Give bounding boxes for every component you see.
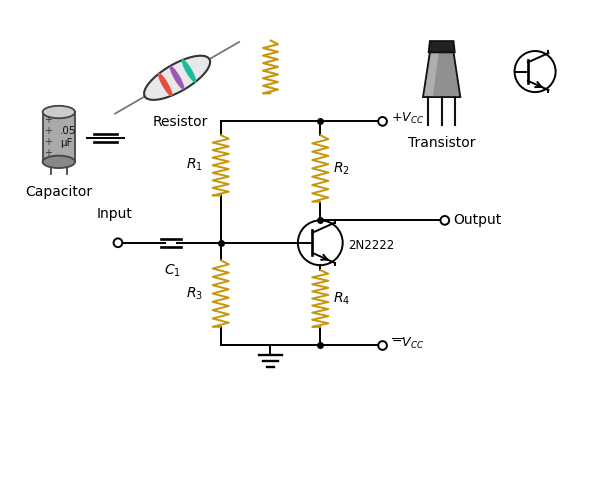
Circle shape xyxy=(378,117,387,125)
Text: $C_1$: $C_1$ xyxy=(164,263,180,279)
Polygon shape xyxy=(170,66,184,90)
Polygon shape xyxy=(423,52,460,97)
Polygon shape xyxy=(158,73,173,97)
Text: Resistor: Resistor xyxy=(152,115,208,129)
Text: 2N2222: 2N2222 xyxy=(347,240,394,252)
Text: Capacitor: Capacitor xyxy=(25,185,93,200)
Text: $R_3$: $R_3$ xyxy=(186,285,203,302)
Text: $R_2$: $R_2$ xyxy=(333,160,350,177)
Circle shape xyxy=(378,341,387,350)
Text: .05: .05 xyxy=(60,125,76,136)
Polygon shape xyxy=(424,53,439,96)
Text: Input: Input xyxy=(97,207,133,221)
Circle shape xyxy=(113,239,122,247)
Text: +: + xyxy=(44,148,51,158)
Text: $R_1$: $R_1$ xyxy=(186,157,203,173)
Text: Transistor: Transistor xyxy=(408,136,475,150)
Bar xyxy=(42,112,75,162)
Ellipse shape xyxy=(42,106,75,118)
Text: $+V_{CC}$: $+V_{CC}$ xyxy=(390,112,424,126)
Polygon shape xyxy=(429,41,455,52)
Text: +: + xyxy=(44,137,51,147)
Text: Output: Output xyxy=(453,213,501,228)
Text: μF: μF xyxy=(60,138,73,148)
Text: +: + xyxy=(44,115,51,124)
Text: $R_4$: $R_4$ xyxy=(333,290,350,307)
Ellipse shape xyxy=(42,155,75,168)
Text: $\overline{-}V_{CC}$: $\overline{-}V_{CC}$ xyxy=(390,336,424,351)
Circle shape xyxy=(441,216,449,225)
Text: +: + xyxy=(44,125,51,136)
Polygon shape xyxy=(144,56,210,100)
Polygon shape xyxy=(181,59,196,83)
